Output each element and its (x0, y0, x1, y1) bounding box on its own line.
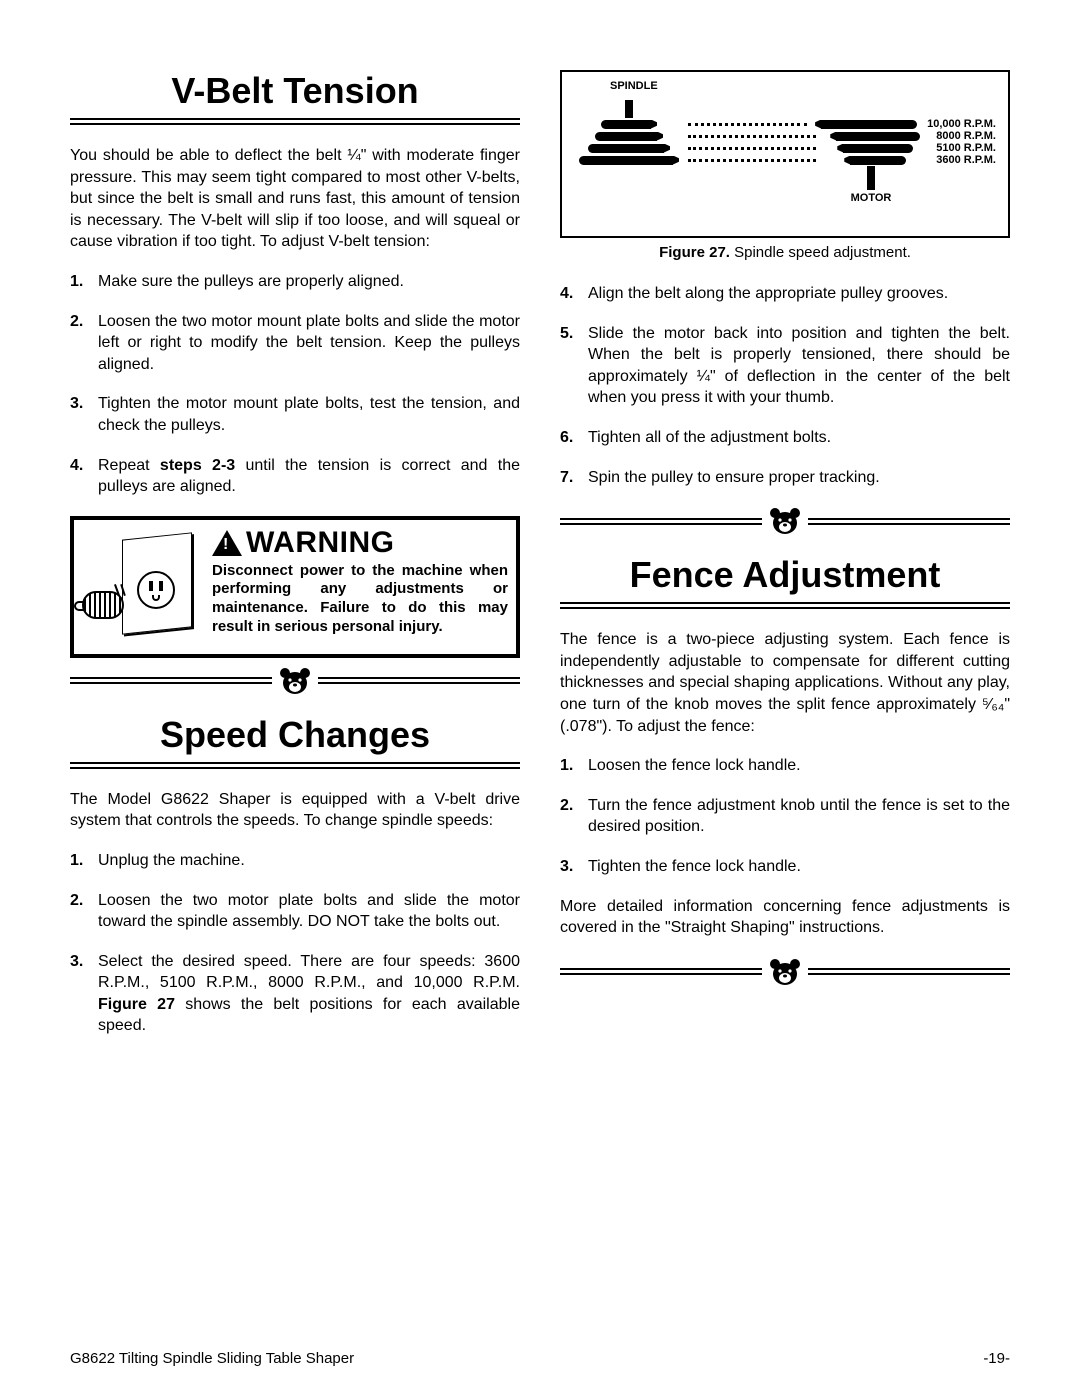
motor-pulley (836, 132, 914, 141)
bear-divider (560, 957, 1010, 987)
speed-steps-cont: Align the belt along the appropriate pul… (560, 283, 1010, 488)
vbelt-steps: Make sure the pulleys are properly align… (70, 271, 520, 498)
step: Tighten the fence lock handle. (560, 856, 1010, 878)
unplug-illustration (82, 526, 202, 646)
fence-intro: The fence is a two-piece adjusting syste… (560, 629, 1010, 737)
bear-divider (70, 666, 520, 696)
right-column: SPINDLE (560, 70, 1010, 1055)
step: Repeat steps 2-3 until the tension is co… (70, 455, 520, 498)
fence-title: Fence Adjustment (560, 554, 1010, 596)
caption-bold: Figure 27. (659, 244, 730, 261)
step: Loosen the two motor mount plate bolts a… (70, 311, 520, 376)
step: Turn the fence adjustment knob until the… (560, 795, 1010, 838)
step: Unplug the machine. (70, 850, 520, 872)
speed-steps: Unplug the machine. Loosen the two motor… (70, 850, 520, 1037)
warning-box: WARNING Disconnect power to the machine … (70, 516, 520, 658)
rpm-label: 10,000 R.P.M. (927, 118, 996, 130)
step: Align the belt along the appropriate pul… (560, 283, 1010, 305)
warning-triangle-icon (212, 530, 242, 556)
warning-title: WARNING (246, 526, 395, 560)
step-bold: steps 2-3 (160, 457, 235, 474)
step: Loosen the fence lock handle. (560, 755, 1010, 777)
figure-27-box: SPINDLE (560, 70, 1010, 238)
spindle-pulley (585, 156, 673, 165)
bear-icon (768, 957, 802, 987)
motor-shaft (867, 166, 875, 190)
figure-caption: Figure 27. Spindle speed adjustment. (560, 244, 1010, 261)
spindle-pulley (601, 132, 657, 141)
left-column: V-Belt Tension You should be able to def… (70, 70, 520, 1055)
motor-label: MOTOR (851, 192, 892, 204)
step: Loosen the two motor plate bolts and sli… (70, 890, 520, 933)
motor-pulley (821, 120, 911, 129)
vbelt-intro: You should be able to deflect the belt ¼… (70, 145, 520, 253)
rpm-label: 5100 R.P.M. (936, 142, 996, 154)
motor-pulley (843, 144, 907, 153)
step: Select the desired speed. There are four… (70, 951, 520, 1037)
page-footer: G8622 Tilting Spindle Sliding Table Shap… (70, 1350, 1010, 1367)
rule-pair (70, 118, 520, 125)
spindle-pulley (594, 144, 664, 153)
step-text: Repeat (98, 457, 160, 474)
rpm-label: 8000 R.P.M. (936, 130, 996, 142)
footer-right: -19- (983, 1350, 1010, 1367)
step: Slide the motor back into position and t… (560, 323, 1010, 409)
step-bold: Figure 27 (98, 996, 175, 1013)
pulley-diagram: 10,000 R.P.M. 8000 R.P.M. (574, 118, 996, 166)
spindle-label: SPINDLE (610, 80, 658, 92)
bear-icon (768, 506, 802, 536)
footer-left: G8622 Tilting Spindle Sliding Table Shap… (70, 1350, 354, 1367)
speed-title: Speed Changes (70, 714, 520, 756)
step: Tighten all of the adjustment bolts. (560, 427, 1010, 449)
speed-intro: The Model G8622 Shaper is equipped with … (70, 789, 520, 832)
fence-outro: More detailed information concerning fen… (560, 896, 1010, 939)
bear-icon (278, 666, 312, 696)
rpm-label: 3600 R.P.M. (936, 154, 996, 166)
belt-line (688, 123, 807, 126)
spindle-shaft (625, 100, 633, 118)
step: Spin the pulley to ensure proper trackin… (560, 467, 1010, 489)
bear-divider (560, 506, 1010, 536)
caption-text: Spindle speed adjustment. (730, 244, 911, 261)
vbelt-title: V-Belt Tension (70, 70, 520, 112)
step: Make sure the pulleys are properly align… (70, 271, 520, 293)
warning-body: Disconnect power to the machine when per… (212, 562, 508, 637)
fence-steps: Loosen the fence lock handle. Turn the f… (560, 755, 1010, 877)
motor-pulley (850, 156, 900, 165)
spindle-pulley (607, 120, 651, 129)
step-text: Select the desired speed. There are four… (98, 953, 520, 992)
step: Tighten the motor mount plate bolts, tes… (70, 393, 520, 436)
